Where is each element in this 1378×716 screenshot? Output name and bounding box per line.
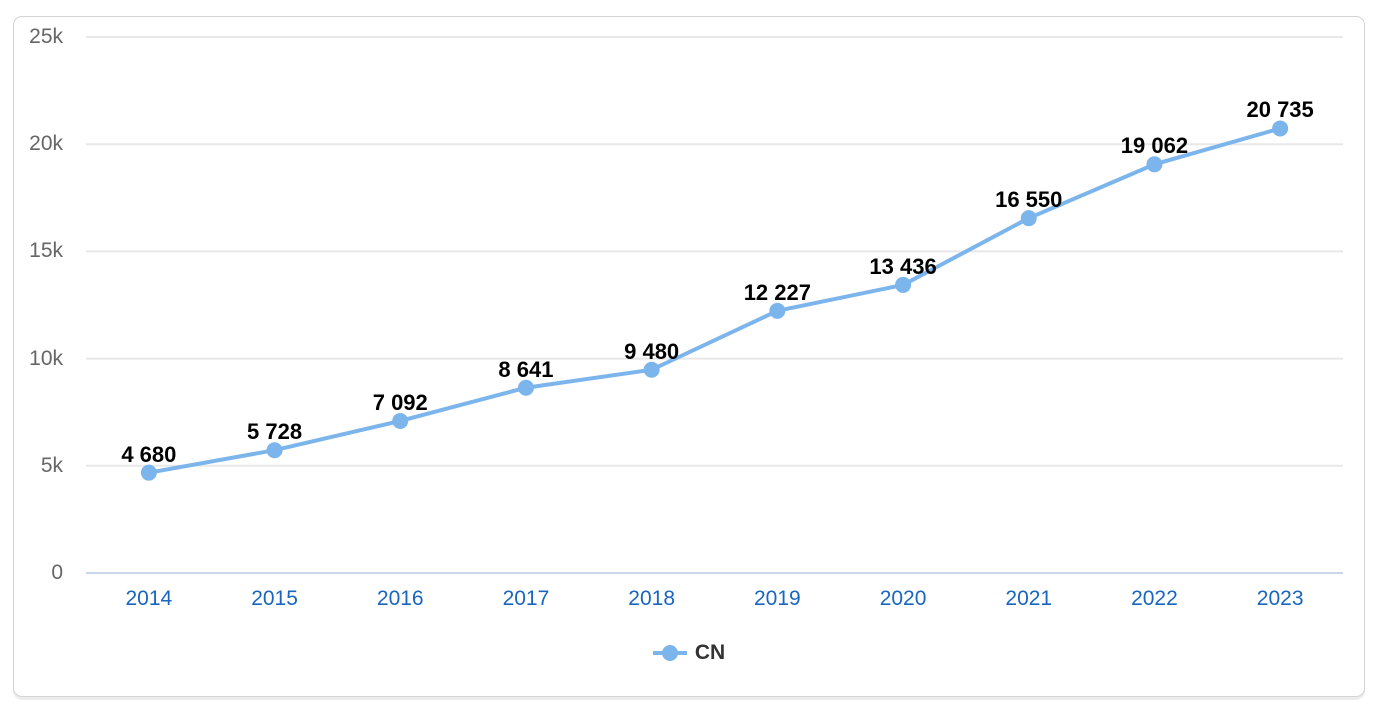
x-axis-label[interactable]: 2023	[1256, 587, 1304, 610]
x-axis-label[interactable]: 2017	[502, 587, 550, 610]
data-label: 12 227	[743, 279, 811, 305]
y-axis-label: 10k	[29, 346, 63, 370]
data-point-marker[interactable]	[266, 442, 283, 459]
data-label: 19 062	[1120, 133, 1189, 159]
data-label: 9 480	[624, 338, 680, 364]
x-axis-label[interactable]: 2019	[753, 587, 801, 610]
legend-dot	[661, 645, 678, 661]
line-chart-svg	[86, 36, 1343, 574]
data-point-marker[interactable]	[140, 464, 157, 481]
y-axis-label: 0	[51, 561, 63, 584]
x-axis-label[interactable]: 2015	[251, 587, 298, 610]
series-line	[146, 126, 1283, 475]
data-point-marker[interactable]	[392, 412, 409, 429]
data-label: 4 680	[121, 441, 177, 467]
x-axis-label[interactable]: 2014	[125, 587, 173, 610]
y-axis-label: 25k	[29, 25, 63, 48]
legend-item-cn[interactable]: CN	[14, 639, 1364, 667]
x-axis-label[interactable]: 2016	[376, 587, 424, 610]
data-point-marker[interactable]	[1020, 210, 1037, 227]
x-axis-label[interactable]: 2021	[1005, 587, 1053, 610]
data-point-marker[interactable]	[1272, 120, 1289, 137]
chart-card: 0 5k 10k 15k 20k 25k 4 680 2014 5 728 2015 7 092 20…	[13, 16, 1365, 697]
data-point-marker[interactable]	[643, 361, 660, 378]
data-label: 7 092	[372, 389, 428, 415]
x-axis-label[interactable]: 2020	[879, 587, 927, 610]
y-axis-label: 5k	[40, 453, 63, 477]
data-label: 8 641	[498, 356, 554, 382]
data-point-marker[interactable]	[1146, 156, 1163, 173]
data-label: 16 550	[995, 187, 1063, 213]
y-axis-label: 15k	[29, 239, 63, 263]
x-axis-label[interactable]: 2018	[628, 587, 675, 610]
x-axis-label[interactable]: 2022	[1131, 587, 1178, 610]
legend-marker-icon	[652, 644, 687, 662]
data-point-marker[interactable]	[895, 276, 912, 293]
data-point-marker[interactable]	[517, 379, 534, 396]
data-label: 20 735	[1246, 97, 1314, 123]
y-axis-label: 20k	[29, 132, 63, 156]
legend-label: CN	[694, 641, 726, 664]
data-point-marker[interactable]	[769, 302, 786, 319]
plot-area: 0 5k 10k 15k 20k 25k 4 680 2014 5 728 2015 7 092 20…	[14, 17, 1364, 696]
data-label: 13 436	[869, 253, 937, 279]
data-label: 5 728	[247, 419, 303, 445]
